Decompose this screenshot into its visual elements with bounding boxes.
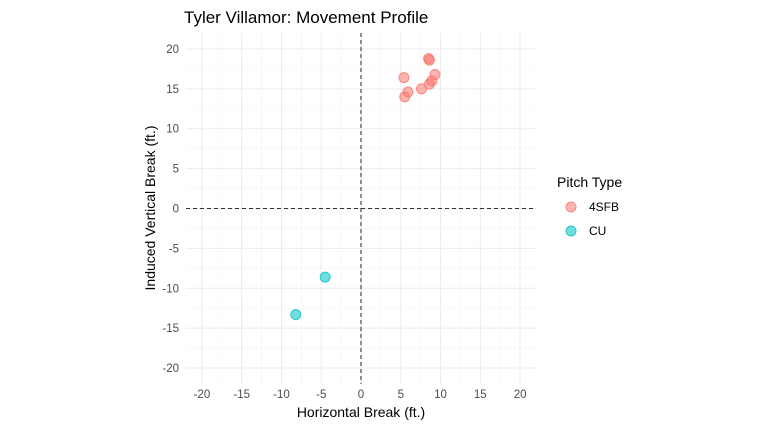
data-point-4sfb (398, 72, 410, 84)
x-tick-label: 5 (398, 389, 404, 401)
legend-label-4sfb: 4SFB (589, 200, 619, 214)
x-tick-label: 15 (474, 389, 487, 401)
x-tick-label: -10 (273, 389, 290, 401)
legend-items: 4SFB CU (565, 200, 619, 238)
x-axis-title: Horizontal Break (ft.) (297, 404, 425, 420)
y-tick-label: 5 (173, 164, 179, 176)
data-point-4sfb (423, 54, 435, 66)
x-axis-ticks: -20 -15 -10 -5 0 5 10 15 20 (194, 389, 527, 401)
y-tick-label: -5 (169, 243, 179, 255)
data-point-cu (290, 309, 302, 321)
x-tick-label: -15 (233, 389, 250, 401)
legend-key-cu (565, 225, 577, 237)
data-point-4sfb (423, 78, 435, 90)
x-tick-label: 0 (358, 389, 364, 401)
reference-lines (186, 33, 536, 384)
data-point-4sfb (415, 83, 427, 95)
legend: Pitch Type 4SFB CU (557, 174, 622, 238)
chart-title: Tyler Villamor: Movement Profile (184, 8, 428, 27)
data-points (290, 53, 441, 321)
y-tick-label: -20 (162, 363, 179, 375)
legend-title: Pitch Type (557, 174, 622, 190)
y-tick-label: 0 (173, 204, 179, 216)
y-tick-label: 15 (166, 84, 179, 96)
x-tick-label: 20 (514, 389, 527, 401)
y-axis-ticks: -20 -15 -10 -5 0 5 10 15 20 (162, 44, 179, 375)
y-tick-label: 10 (166, 124, 179, 136)
data-point-4sfb (399, 91, 411, 103)
x-tick-label: -5 (316, 389, 326, 401)
y-tick-label: -15 (162, 323, 179, 335)
data-point-cu (319, 271, 331, 283)
y-tick-label: -10 (162, 283, 179, 295)
x-tick-label: -20 (194, 389, 211, 401)
x-tick-label: 10 (434, 389, 447, 401)
y-tick-label: 20 (166, 44, 179, 56)
y-axis-title: Induced Vertical Break (ft.) (142, 126, 158, 291)
legend-key-4sfb (565, 201, 577, 213)
legend-label-cu: CU (589, 224, 606, 238)
